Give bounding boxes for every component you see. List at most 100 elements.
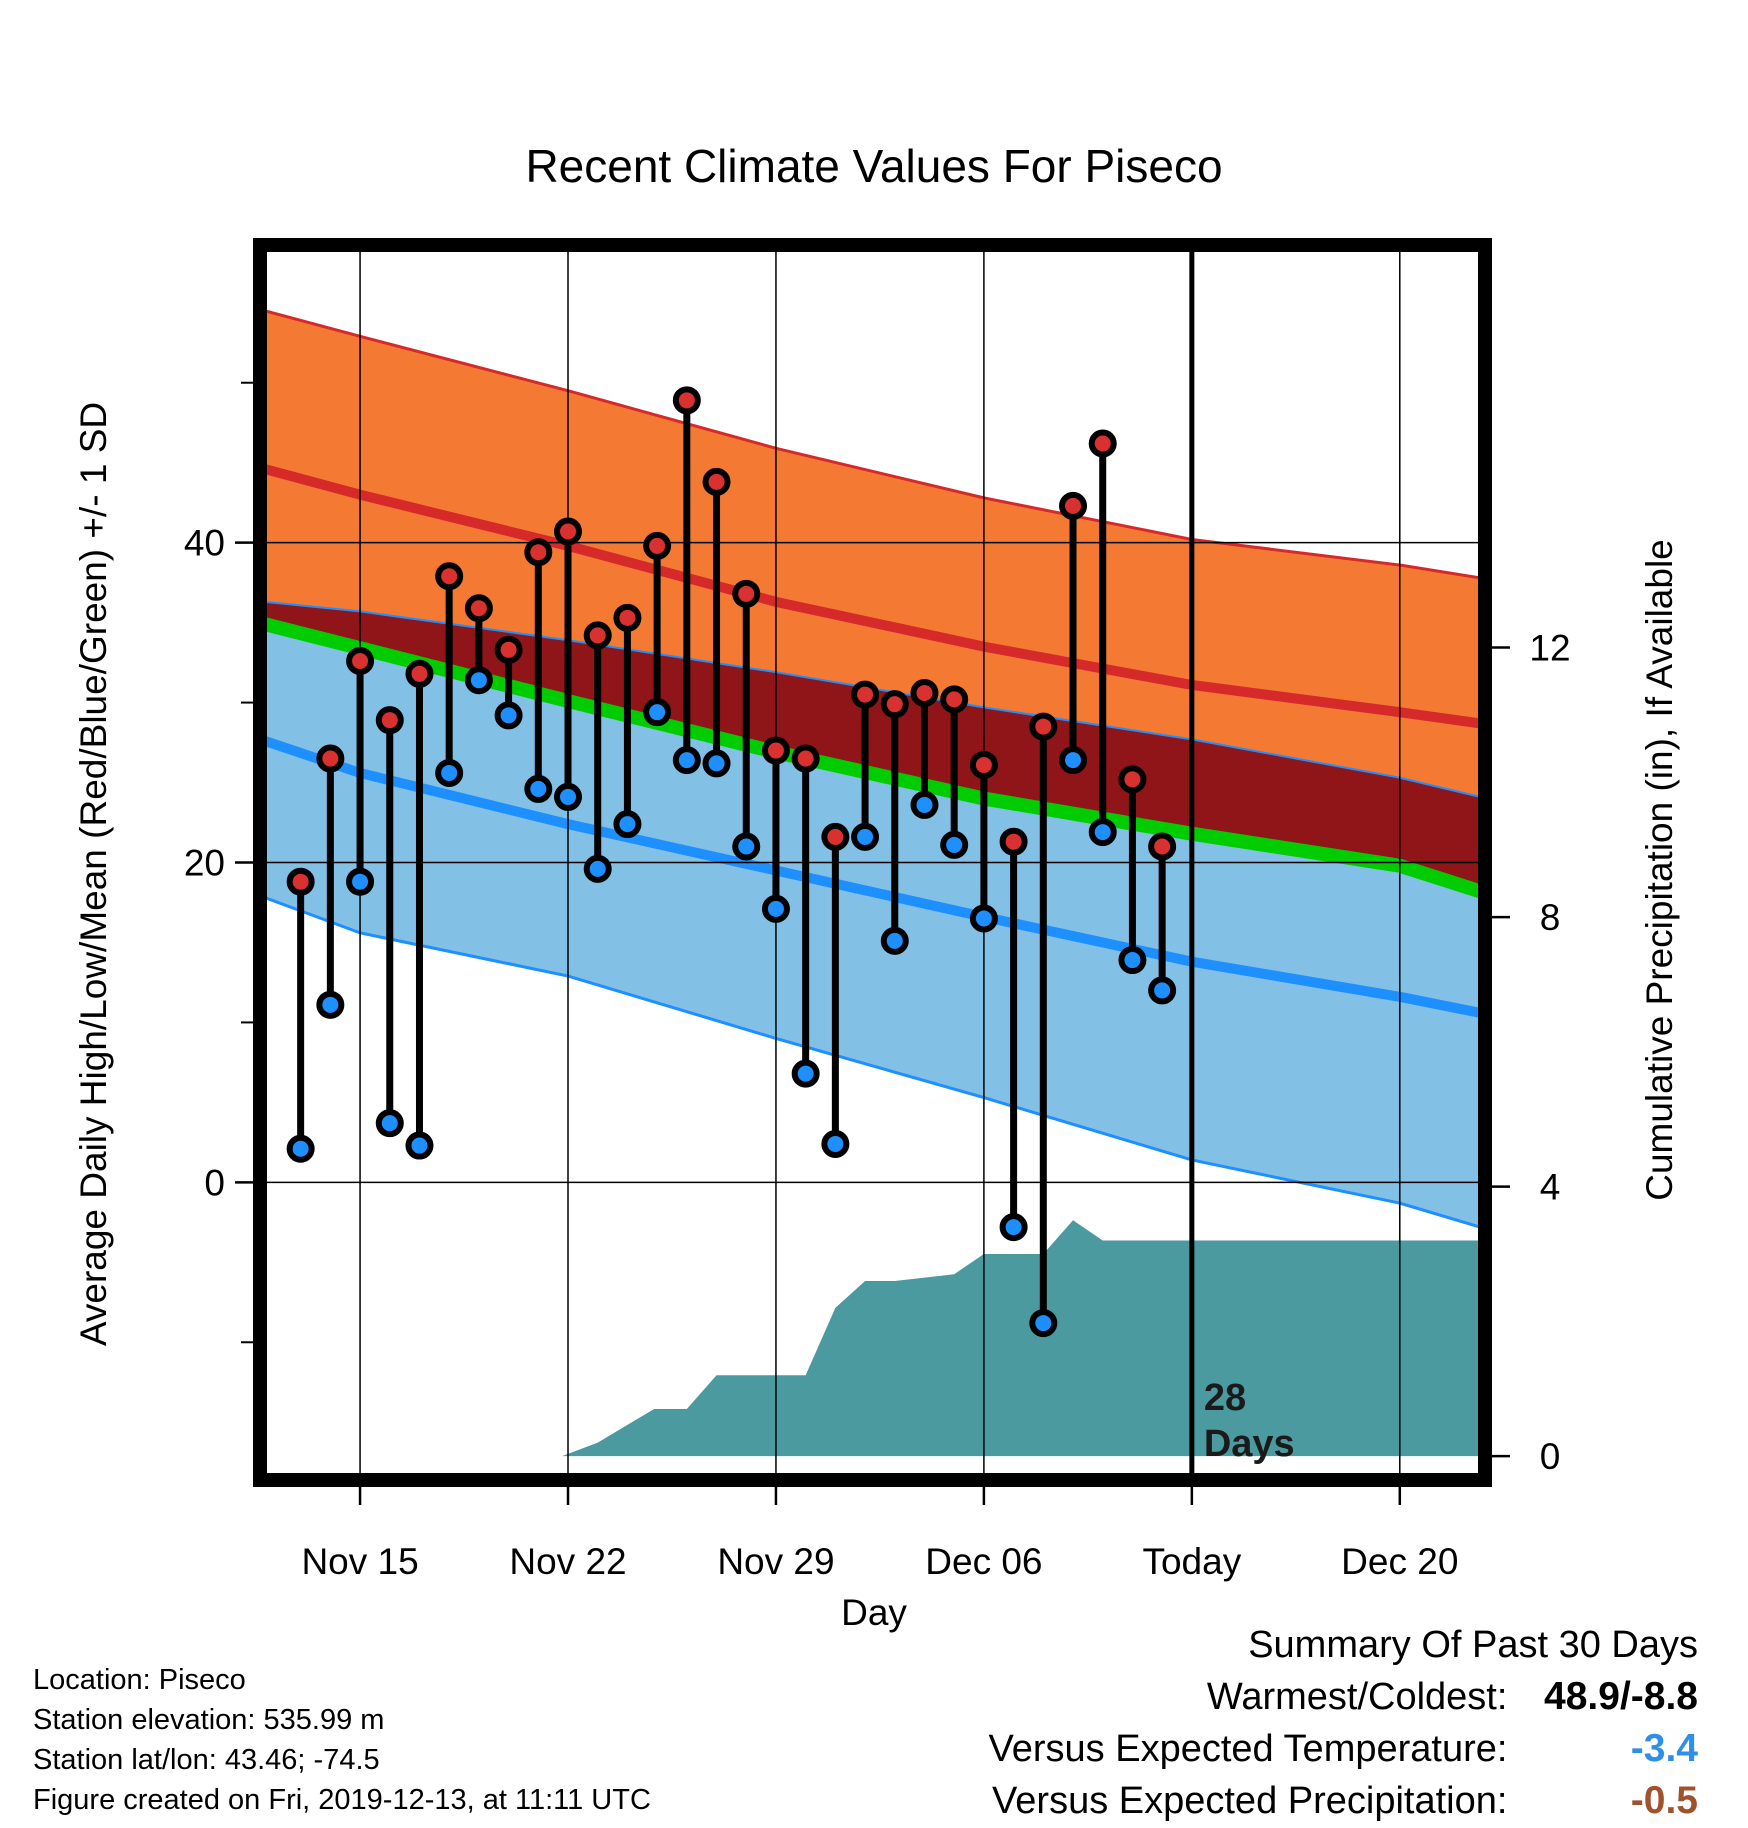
today-annotation-0: 28 bbox=[1204, 1377, 1246, 1419]
low-point bbox=[940, 830, 969, 859]
low-point bbox=[880, 926, 909, 955]
low-point bbox=[554, 782, 583, 811]
temp-value: -3.4 bbox=[1630, 1727, 1698, 1770]
precip-area bbox=[265, 1220, 1480, 1457]
low-point bbox=[583, 854, 612, 883]
latlon-text: Station lat/lon: 43.46; -74.5 bbox=[33, 1744, 380, 1776]
low-point bbox=[494, 701, 523, 730]
low-point bbox=[1029, 1309, 1058, 1338]
high-point bbox=[554, 517, 583, 546]
high-point bbox=[821, 822, 850, 851]
high-point bbox=[791, 744, 820, 773]
high-point bbox=[999, 827, 1028, 856]
low-point bbox=[1059, 746, 1088, 775]
low-upper-line bbox=[265, 600, 1480, 798]
high-point bbox=[613, 603, 642, 632]
low-point bbox=[346, 867, 375, 896]
y2-tick-label: 8 bbox=[1540, 897, 1561, 938]
low-point bbox=[286, 1134, 315, 1163]
high-point bbox=[286, 867, 315, 896]
high-point bbox=[316, 744, 345, 773]
low-point bbox=[672, 746, 701, 775]
low-point bbox=[405, 1131, 434, 1160]
high-point bbox=[702, 467, 731, 496]
high-point bbox=[880, 690, 909, 719]
temp-row: Versus Expected Temperature: -3.4 bbox=[989, 1723, 1698, 1775]
chart-title: Recent Climate Values For Piseco bbox=[525, 140, 1222, 192]
high-point bbox=[494, 635, 523, 664]
high-point bbox=[1088, 429, 1117, 458]
high-point bbox=[524, 538, 553, 567]
y2-axis-label: Cumulative Precipitation (in), If Availa… bbox=[1639, 539, 1680, 1201]
high-point bbox=[405, 659, 434, 688]
x-tick-label: Nov 22 bbox=[509, 1541, 626, 1582]
high-point bbox=[851, 680, 880, 709]
y-tick-label: 40 bbox=[184, 523, 225, 564]
high-point bbox=[464, 594, 493, 623]
high-point bbox=[910, 678, 939, 707]
y2-tick-label: 4 bbox=[1540, 1167, 1561, 1208]
y-tick-label: 20 bbox=[184, 843, 225, 884]
x-tick-label: Dec 06 bbox=[925, 1541, 1042, 1582]
created-text: Figure created on Fri, 2019-12-13, at 11… bbox=[33, 1784, 651, 1816]
high-point bbox=[1148, 832, 1177, 861]
precip-value: -0.5 bbox=[1630, 1779, 1698, 1822]
high-point bbox=[1059, 491, 1088, 520]
summary-panel: Summary Of Past 30 Days Warmest/Coldest:… bbox=[989, 1620, 1698, 1827]
y2-tick-label: 12 bbox=[1529, 628, 1570, 669]
warmest-value: 48.9/-8.8 bbox=[1544, 1675, 1698, 1718]
x-tick-label: Today bbox=[1142, 1541, 1241, 1582]
low-point bbox=[1088, 818, 1117, 847]
x-tick-label: Nov 29 bbox=[717, 1541, 834, 1582]
low-point bbox=[761, 894, 790, 923]
low-lower-line bbox=[265, 896, 1480, 1229]
high-point bbox=[672, 386, 701, 415]
y-axis-label: Average Daily High/Low/Mean (Red/Blue/Gr… bbox=[73, 402, 114, 1346]
high-point bbox=[1029, 712, 1058, 741]
high-point bbox=[435, 562, 464, 591]
high-point bbox=[761, 736, 790, 765]
low-point bbox=[702, 749, 731, 778]
low-point bbox=[999, 1213, 1028, 1242]
low-point bbox=[524, 774, 553, 803]
low-point bbox=[1118, 946, 1147, 975]
station-info: Location: Piseco Station elevation: 535.… bbox=[33, 1660, 651, 1820]
warmest-row: Warmest/Coldest: 48.9/-8.8 bbox=[989, 1671, 1698, 1723]
precip-row: Versus Expected Precipitation: -0.5 bbox=[989, 1775, 1698, 1827]
warmest-label: Warmest/Coldest: bbox=[1206, 1676, 1508, 1718]
low-point bbox=[791, 1059, 820, 1088]
high-point bbox=[375, 706, 404, 735]
low-point bbox=[732, 832, 761, 861]
summary-title: Summary Of Past 30 Days bbox=[1248, 1624, 1698, 1666]
low-point bbox=[643, 698, 672, 727]
low-point bbox=[821, 1129, 850, 1158]
low-point bbox=[969, 904, 998, 933]
x-axis-label: Day bbox=[841, 1592, 907, 1633]
high-point bbox=[583, 621, 612, 650]
high-point bbox=[1118, 765, 1147, 794]
low-point bbox=[464, 666, 493, 695]
today-annotation-1: Days bbox=[1204, 1423, 1295, 1465]
low-point bbox=[1148, 976, 1177, 1005]
high-point bbox=[643, 531, 672, 560]
low-point bbox=[435, 758, 464, 787]
low-point bbox=[316, 990, 345, 1019]
mean-normal-line bbox=[265, 617, 1480, 898]
plot-frame bbox=[253, 238, 1492, 1487]
high-normal-mean-line bbox=[265, 464, 1480, 729]
high-point bbox=[346, 646, 375, 675]
location-text: Location: Piseco bbox=[33, 1664, 246, 1696]
y2-tick-label: 0 bbox=[1540, 1436, 1561, 1477]
low-normal-mean-line bbox=[265, 736, 1480, 1018]
y-tick-label: 0 bbox=[204, 1162, 225, 1203]
low-point bbox=[613, 810, 642, 839]
x-tick-label: Nov 15 bbox=[301, 1541, 418, 1582]
elevation-text: Station elevation: 535.99 m bbox=[33, 1704, 385, 1736]
temp-label: Versus Expected Temperature: bbox=[988, 1728, 1508, 1770]
high-upper-line bbox=[265, 309, 1480, 580]
high-point bbox=[940, 685, 969, 714]
high-point bbox=[969, 750, 998, 779]
low-point bbox=[851, 822, 880, 851]
precip-label: Versus Expected Precipitation: bbox=[992, 1780, 1508, 1822]
